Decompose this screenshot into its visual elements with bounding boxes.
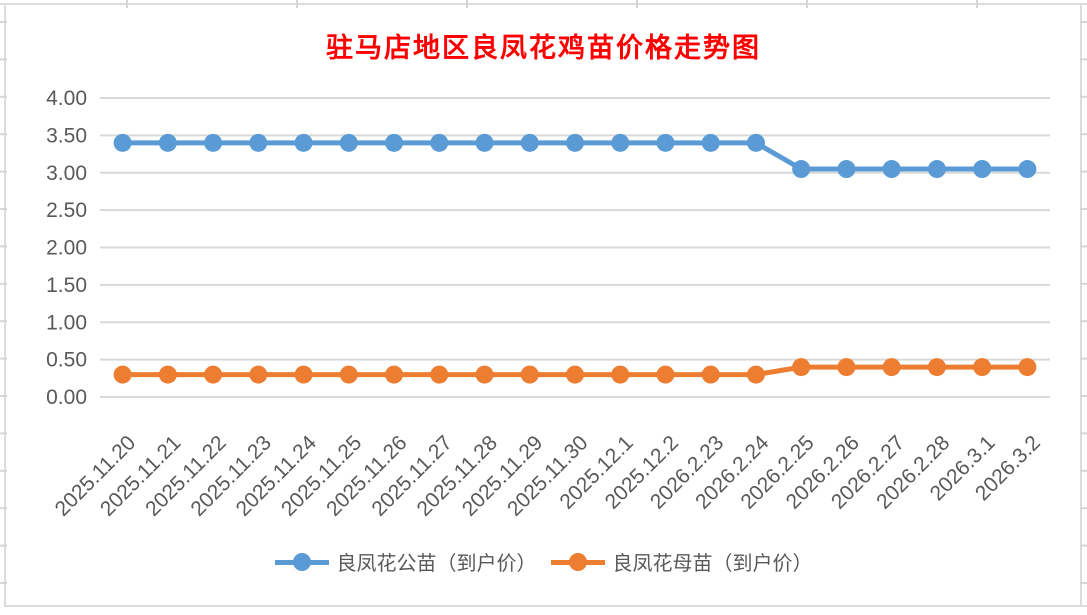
data-point-marker[interactable] xyxy=(204,365,223,384)
data-point-marker[interactable] xyxy=(746,365,765,384)
data-point-marker[interactable] xyxy=(611,133,630,152)
data-point-marker[interactable] xyxy=(882,358,901,377)
y-axis-tick-label: 0.50 xyxy=(46,349,87,372)
data-point-marker[interactable] xyxy=(882,160,901,179)
data-point-marker[interactable] xyxy=(1018,160,1037,179)
data-point-marker[interactable] xyxy=(475,365,494,384)
data-point-marker[interactable] xyxy=(249,133,268,152)
data-point-marker[interactable] xyxy=(158,133,177,152)
data-point-marker[interactable] xyxy=(520,365,539,384)
data-point-marker[interactable] xyxy=(158,365,177,384)
chart-legend: 良凤花公苗（到户价） 良凤花母苗（到户价） xyxy=(0,547,1087,576)
data-point-marker[interactable] xyxy=(339,365,358,384)
legend-marker-line-icon xyxy=(274,552,329,572)
sheet-border-right xyxy=(1080,3,1082,607)
y-axis-tick-label: 2.50 xyxy=(46,199,87,222)
y-axis-tick-label: 0.00 xyxy=(46,386,87,409)
data-point-marker[interactable] xyxy=(837,160,856,179)
data-point-marker[interactable] xyxy=(430,133,449,152)
y-axis-tick-label: 1.50 xyxy=(46,274,87,297)
data-point-marker[interactable] xyxy=(656,365,675,384)
legend-item-female-chick[interactable]: 良凤花母苗（到户价） xyxy=(550,547,813,576)
data-point-marker[interactable] xyxy=(249,365,268,384)
sheet-border-left xyxy=(4,3,6,607)
data-point-marker[interactable] xyxy=(204,133,223,152)
data-point-marker[interactable] xyxy=(1018,358,1037,377)
chart-title[interactable]: 驻马店地区良凤花鸡苗价格走势图 xyxy=(326,33,761,63)
data-point-marker[interactable] xyxy=(113,365,132,384)
data-point-marker[interactable] xyxy=(566,133,584,152)
data-point-marker[interactable] xyxy=(385,133,404,152)
legend-label: 良凤花公苗（到户价） xyxy=(336,553,537,575)
data-point-marker[interactable] xyxy=(520,133,539,152)
legend-label: 良凤花母苗（到户价） xyxy=(612,553,813,575)
sheet-border-bottom xyxy=(4,605,1087,607)
y-axis-tick-label: 1.00 xyxy=(46,311,87,334)
data-point-marker[interactable] xyxy=(701,133,720,152)
legend-item-male-chick[interactable]: 良凤花公苗（到户价） xyxy=(274,547,537,576)
data-point-marker[interactable] xyxy=(294,133,313,152)
data-point-marker[interactable] xyxy=(927,358,946,377)
data-point-marker[interactable] xyxy=(792,358,811,377)
data-point-marker[interactable] xyxy=(973,160,992,179)
data-point-marker[interactable] xyxy=(927,160,946,179)
data-point-marker[interactable] xyxy=(611,365,630,384)
y-axis-tick-label: 3.00 xyxy=(46,162,87,185)
y-axis-tick-label: 4.00 xyxy=(46,87,87,110)
data-point-marker[interactable] xyxy=(475,133,494,152)
data-point-marker[interactable] xyxy=(430,365,449,384)
data-point-marker[interactable] xyxy=(339,133,358,152)
y-axis-tick-label: 3.50 xyxy=(46,124,87,147)
data-point-marker[interactable] xyxy=(113,133,132,152)
data-point-marker[interactable] xyxy=(385,365,404,384)
sheet-border-top xyxy=(0,3,1087,5)
data-point-marker[interactable] xyxy=(973,358,992,377)
data-point-marker[interactable] xyxy=(701,365,720,384)
data-point-marker[interactable] xyxy=(656,133,675,152)
y-axis-tick-label: 2.00 xyxy=(46,237,87,260)
data-point-marker[interactable] xyxy=(792,160,811,179)
data-point-marker[interactable] xyxy=(294,365,313,384)
legend-marker-line-icon xyxy=(550,552,605,572)
data-point-marker[interactable] xyxy=(837,358,856,377)
data-point-marker[interactable] xyxy=(746,133,765,152)
data-point-marker[interactable] xyxy=(566,365,584,384)
